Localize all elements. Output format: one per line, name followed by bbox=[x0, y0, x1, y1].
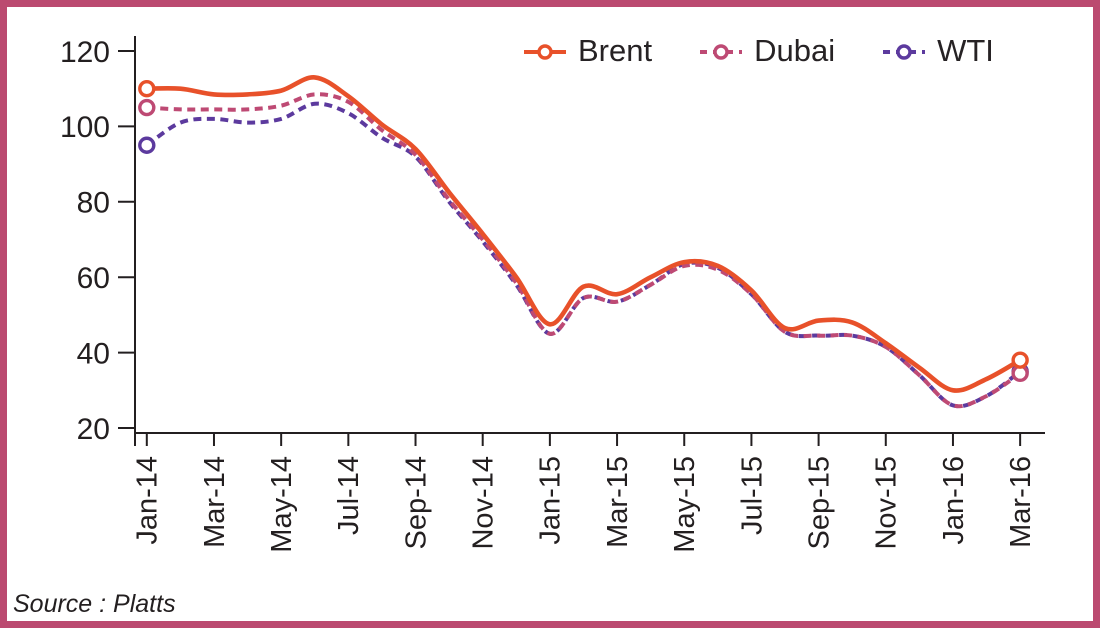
wti-marker-icon bbox=[883, 44, 926, 60]
x-tick-label: Mar-15 bbox=[602, 456, 634, 548]
legend-label-brent: Brent bbox=[578, 33, 653, 68]
x-tick-label: Nov-14 bbox=[468, 456, 500, 550]
series-marker bbox=[138, 98, 156, 117]
y-axis-ticks: 20 40 60 80 100 120 bbox=[60, 36, 135, 446]
series-wti bbox=[138, 101, 1029, 409]
x-axis-ticks: Jan-14 Mar-14 May-14 Jul-14 Sep-14 Nov-14 Jan-… bbox=[132, 433, 1037, 553]
top-accent-strip bbox=[0, 0, 292, 4]
series-dubai bbox=[138, 92, 1029, 409]
series-marker bbox=[138, 79, 156, 98]
y-tick-label: 80 bbox=[77, 187, 110, 220]
series-marker bbox=[138, 136, 156, 154]
x-tick-label: Sep-14 bbox=[400, 456, 432, 550]
x-tick-label: Sep-15 bbox=[803, 456, 835, 550]
series-brent bbox=[138, 75, 1029, 393]
x-tick-label: May-15 bbox=[669, 456, 701, 553]
x-tick-label: Nov-15 bbox=[871, 456, 903, 550]
legend-label-wti: WTI bbox=[937, 33, 994, 68]
legend-item-wti: WTI bbox=[881, 35, 994, 69]
brent-marker-icon bbox=[524, 44, 566, 60]
y-tick-label: 100 bbox=[60, 111, 110, 144]
y-tick-label: 40 bbox=[77, 337, 110, 370]
x-tick-label: Jan-14 bbox=[132, 456, 164, 545]
chart-legend: Brent Dubai WTI bbox=[522, 35, 994, 69]
source-note: Source : Platts bbox=[13, 590, 176, 618]
x-tick-label: Jul-14 bbox=[333, 456, 365, 535]
x-tick-label: Mar-16 bbox=[1005, 456, 1037, 548]
x-tick-label: Jan-16 bbox=[938, 456, 970, 545]
y-tick-label: 20 bbox=[77, 413, 110, 446]
x-tick-label: May-14 bbox=[266, 456, 298, 553]
dubai-marker-icon bbox=[700, 44, 743, 60]
series-marker bbox=[1011, 351, 1029, 369]
y-tick-label: 60 bbox=[77, 262, 110, 295]
legend-item-dubai: Dubai bbox=[698, 35, 835, 69]
axes bbox=[134, 36, 1045, 446]
x-tick-label: Jan-15 bbox=[535, 456, 567, 545]
y-tick-label: 120 bbox=[60, 36, 110, 69]
x-tick-label: Mar-14 bbox=[199, 456, 231, 548]
legend-label-dubai: Dubai bbox=[754, 33, 836, 68]
legend-item-brent: Brent bbox=[522, 35, 652, 69]
x-tick-label: Jul-15 bbox=[736, 456, 768, 535]
